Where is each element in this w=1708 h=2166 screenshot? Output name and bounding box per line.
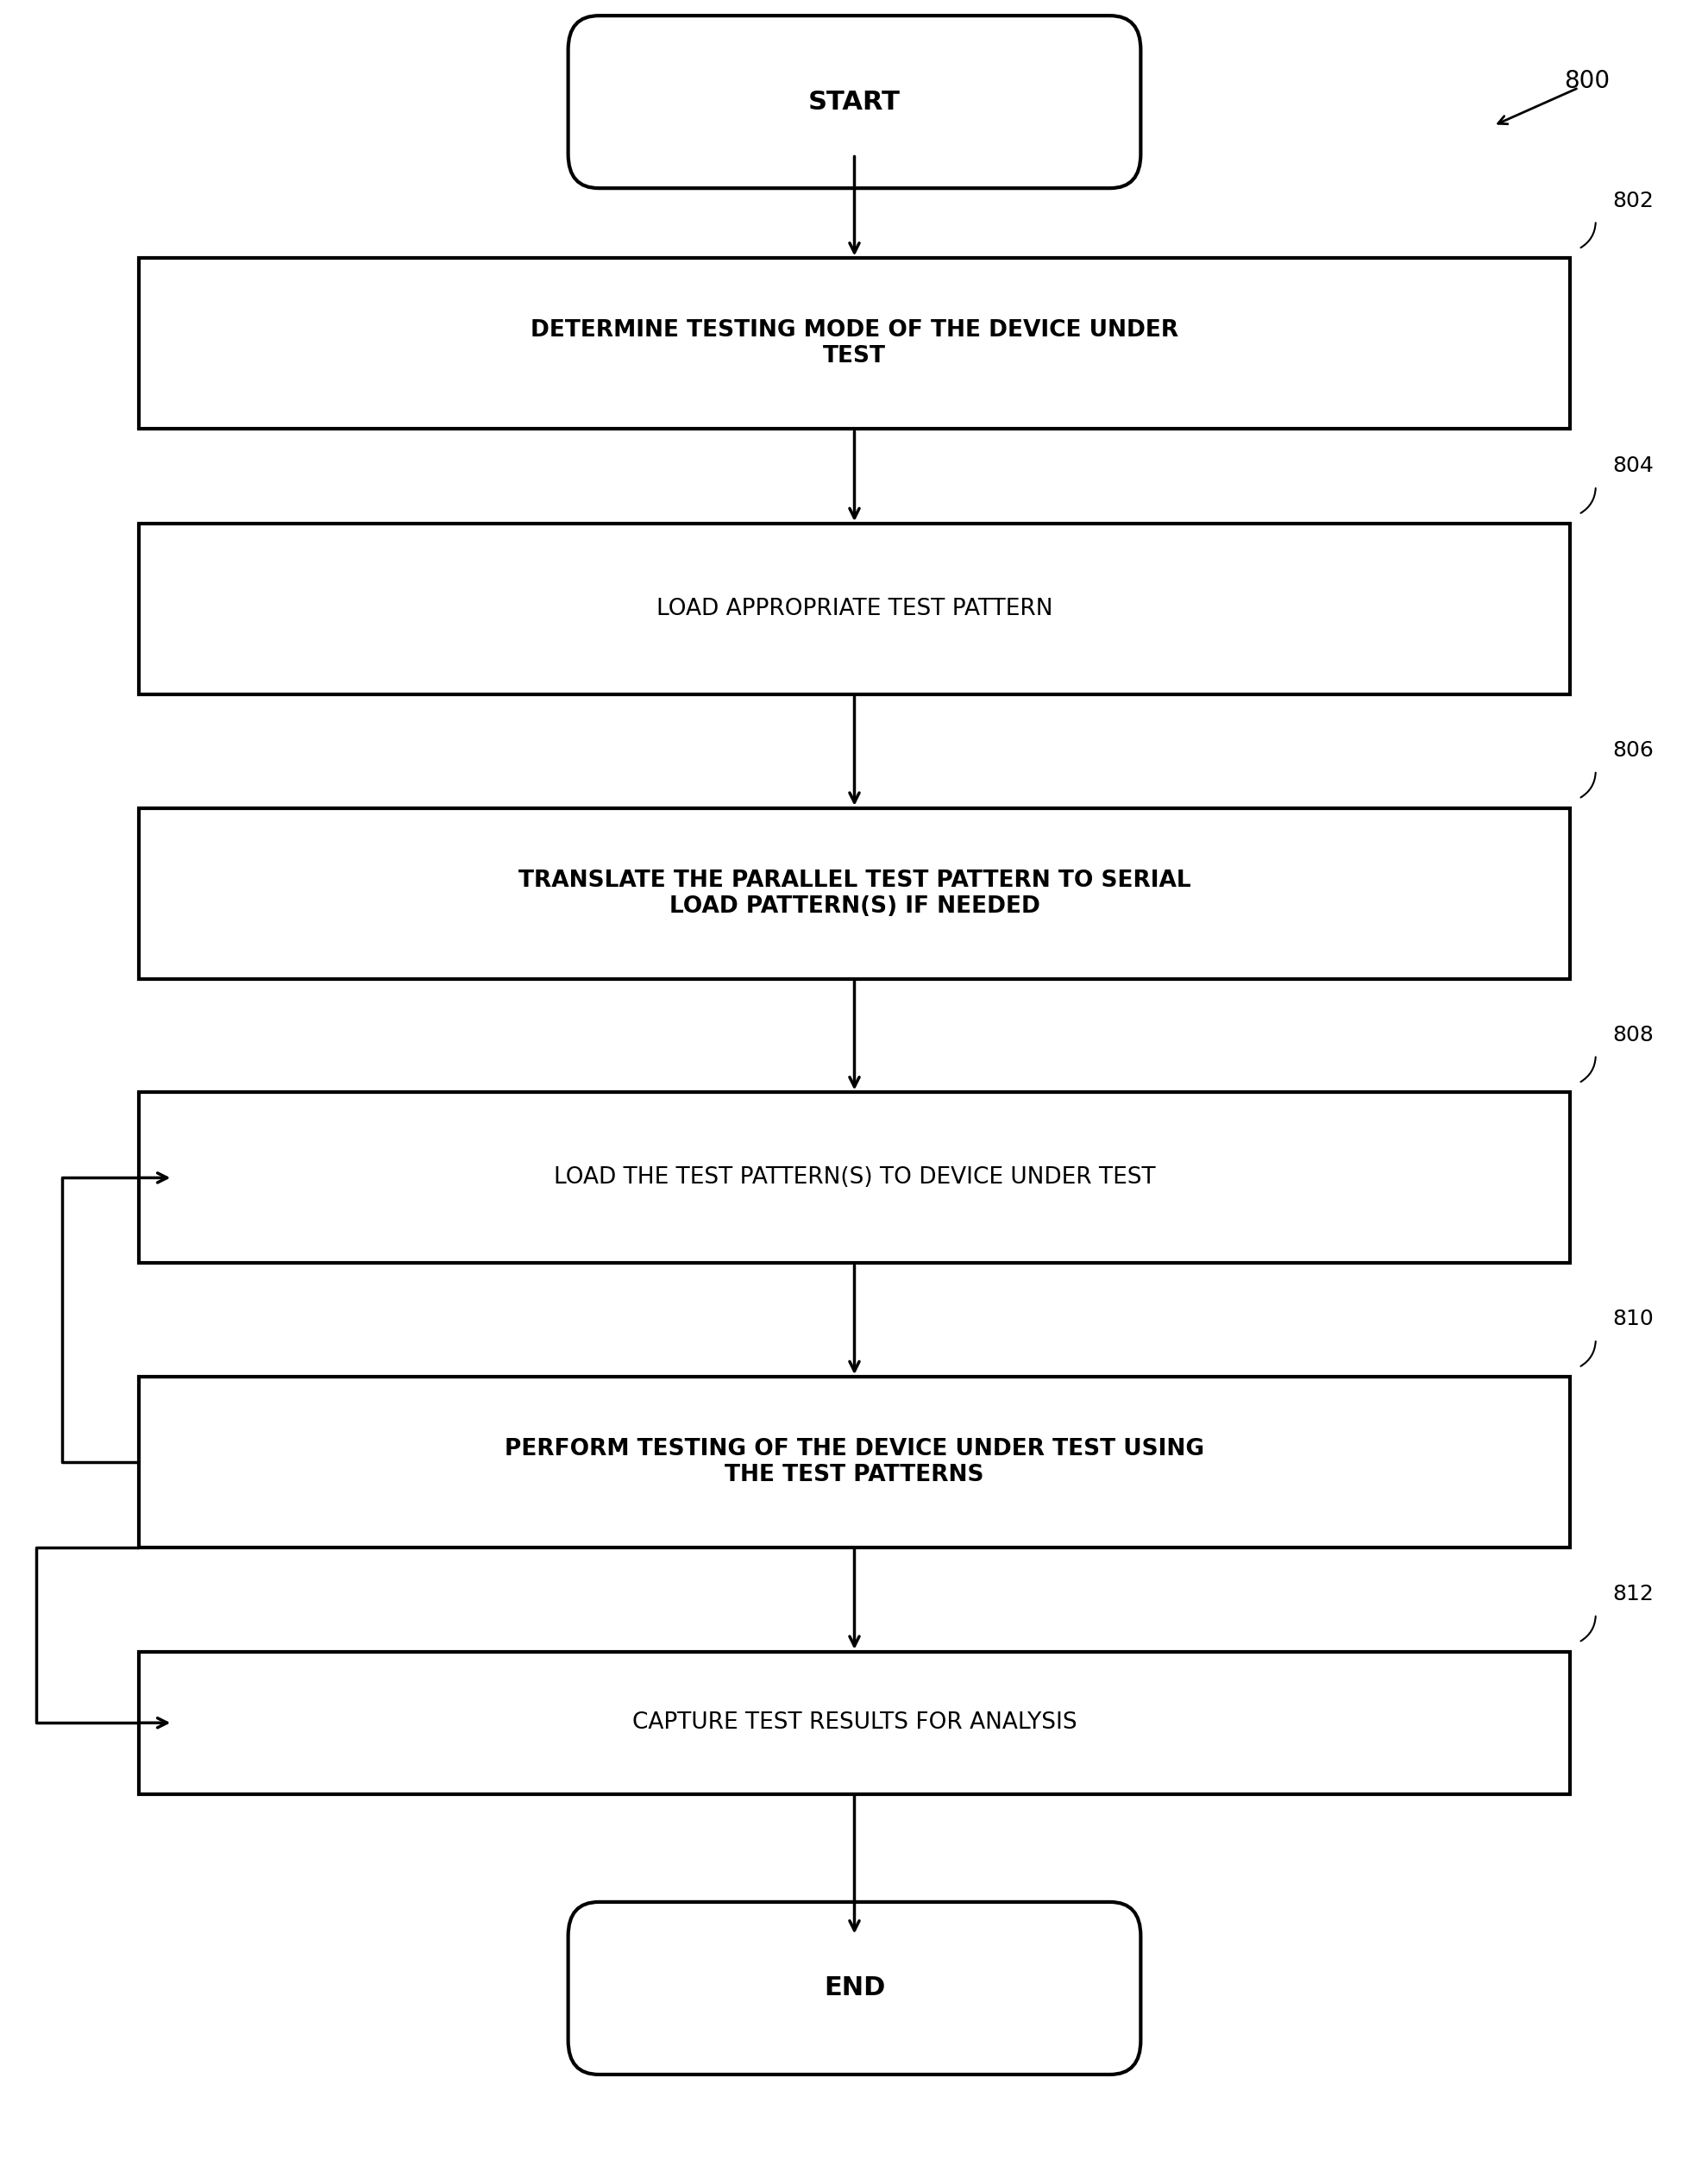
FancyBboxPatch shape [138,1378,1570,1547]
FancyBboxPatch shape [567,1902,1141,2075]
Text: 808: 808 [1612,1025,1653,1044]
Text: 802: 802 [1612,191,1653,210]
Text: TRANSLATE THE PARALLEL TEST PATTERN TO SERIAL
LOAD PATTERN(S) IF NEEDED: TRANSLATE THE PARALLEL TEST PATTERN TO S… [518,869,1190,918]
FancyBboxPatch shape [138,258,1570,429]
Text: LOAD APPROPRIATE TEST PATTERN: LOAD APPROPRIATE TEST PATTERN [656,598,1052,619]
Text: START: START [808,89,900,115]
Text: 812: 812 [1612,1583,1653,1605]
Text: 810: 810 [1612,1308,1653,1330]
Text: PERFORM TESTING OF THE DEVICE UNDER TEST USING
THE TEST PATTERNS: PERFORM TESTING OF THE DEVICE UNDER TEST… [504,1438,1204,1486]
Text: LOAD THE TEST PATTERN(S) TO DEVICE UNDER TEST: LOAD THE TEST PATTERN(S) TO DEVICE UNDER… [553,1167,1155,1189]
FancyBboxPatch shape [138,524,1570,695]
FancyBboxPatch shape [138,1653,1570,1793]
Text: 800: 800 [1563,69,1609,93]
Text: CAPTURE TEST RESULTS FOR ANALYSIS: CAPTURE TEST RESULTS FOR ANALYSIS [632,1711,1076,1735]
Text: 806: 806 [1612,741,1653,760]
Text: END: END [823,1975,885,2001]
FancyBboxPatch shape [138,1092,1570,1263]
Text: 804: 804 [1612,455,1653,477]
FancyBboxPatch shape [138,808,1570,979]
FancyBboxPatch shape [567,15,1141,188]
Text: DETERMINE TESTING MODE OF THE DEVICE UNDER
TEST: DETERMINE TESTING MODE OF THE DEVICE UND… [529,321,1179,368]
